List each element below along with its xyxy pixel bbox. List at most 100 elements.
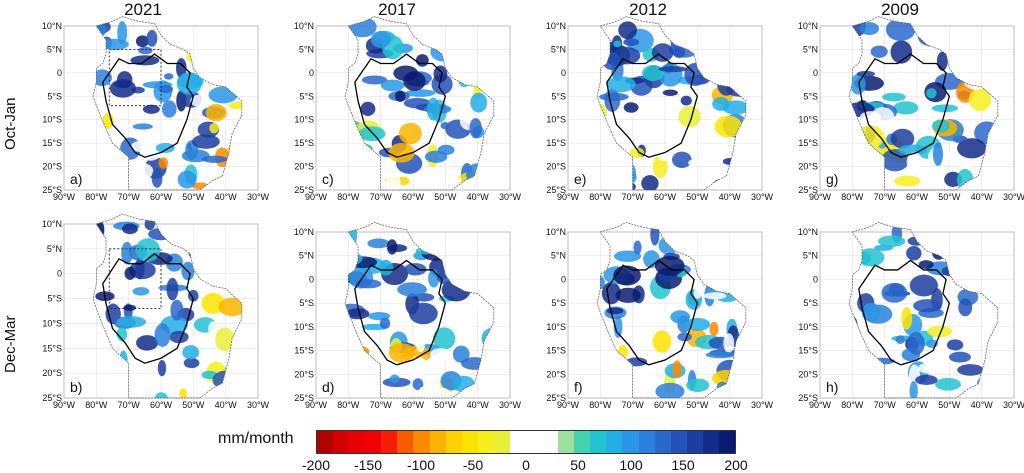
anomaly-blob	[601, 281, 621, 305]
anomaly-blob	[209, 122, 219, 134]
anomaly-blob	[228, 101, 242, 110]
anomaly-blob	[678, 106, 701, 128]
lat-tick-label: 25°S	[42, 393, 62, 403]
anomaly-blob	[360, 101, 376, 116]
anomaly-blob	[650, 222, 660, 246]
anomaly-blob	[893, 101, 919, 115]
anomaly-blob	[201, 155, 228, 163]
panel-letter: c)	[322, 171, 334, 187]
lon-tick-label: 40°W	[215, 192, 238, 202]
anomaly-blob	[408, 302, 438, 325]
anomaly-blob	[393, 65, 419, 82]
anomaly-blob	[906, 245, 922, 261]
anomaly-blob	[958, 298, 973, 317]
anomaly-blob	[155, 142, 175, 153]
anomaly-blob	[179, 388, 188, 398]
lat-tick-label: 10°N	[294, 227, 314, 237]
colorbar-tick: -100	[406, 457, 436, 473]
anomaly-blob	[157, 360, 167, 377]
anomaly-blob	[132, 123, 153, 130]
lon-tick-label: 70°W	[874, 400, 897, 410]
anomaly-blob	[861, 302, 881, 322]
lon-tick-label: 90°W	[53, 192, 76, 202]
lon-tick-label: 30°W	[751, 192, 774, 202]
anomaly-blob	[415, 54, 429, 67]
panel-letter: b)	[70, 379, 82, 395]
anomaly-blob	[870, 45, 888, 58]
anomaly-blob	[127, 162, 154, 181]
anomaly-blob	[686, 378, 710, 393]
colorbar-segment	[702, 431, 719, 453]
anomaly-blob	[688, 159, 699, 167]
anomaly-blob	[166, 277, 179, 301]
anomaly-blob	[968, 88, 992, 112]
lat-tick-label: 5°N	[803, 251, 818, 261]
anomaly-blob	[416, 340, 425, 353]
lon-tick-label: 30°W	[751, 400, 774, 410]
anomaly-blob	[386, 388, 409, 399]
colorbar-tick: 100	[619, 457, 643, 473]
anomaly-blob	[926, 88, 937, 99]
anomaly-blob	[452, 177, 462, 187]
anomaly-blob	[426, 97, 440, 121]
lat-tick-label: 5°N	[551, 251, 566, 261]
anomaly-blob	[885, 18, 916, 41]
panel-letter: d)	[322, 379, 334, 395]
colorbar-segment	[509, 431, 527, 453]
anomaly-blob	[655, 382, 685, 399]
lat-tick-label: 20°S	[798, 369, 818, 379]
anomaly-blob	[856, 70, 876, 77]
year-title-2017: 2017	[378, 0, 416, 19]
amazon-basin-boundary	[858, 259, 951, 366]
anomaly-blob	[188, 289, 199, 302]
anomaly-blob	[215, 327, 235, 352]
colorbar-segment	[397, 431, 414, 453]
anomaly-blob	[641, 309, 669, 326]
amazon-basin-boundary	[354, 53, 447, 158]
anomaly-blob	[367, 238, 390, 249]
lat-tick-label: 15°S	[798, 138, 818, 148]
colorbar-segment	[654, 431, 671, 453]
anomaly-blob	[405, 89, 436, 97]
anomaly-blob	[469, 117, 482, 139]
anomaly-blob	[932, 119, 950, 133]
anomaly-blob	[407, 359, 428, 367]
lat-tick-label: 20°S	[42, 162, 62, 172]
lon-tick-label: 70°W	[370, 400, 393, 410]
map-panel-a: 90°W 80°W 70°W 60°W 50°W 40°W 30°W 10°N 5°N 0 5°S 1…	[38, 16, 270, 202]
panel-letter: a)	[70, 171, 82, 187]
anomaly-blob	[205, 104, 227, 122]
coastline	[596, 16, 747, 191]
anomaly-blob	[931, 104, 959, 113]
coastline	[92, 213, 243, 399]
anomaly-blob	[158, 157, 169, 169]
colorbar-segment	[493, 431, 510, 453]
anomaly-blob	[389, 374, 400, 384]
anomaly-blob	[380, 79, 405, 92]
anomaly-blob	[182, 345, 200, 360]
anomaly-blob	[177, 170, 197, 189]
colorbar-tick: 50	[570, 457, 586, 473]
coastline	[848, 222, 999, 399]
anomaly-blob	[163, 73, 174, 80]
anomaly-blob	[614, 250, 642, 262]
anomaly-blob	[116, 327, 128, 342]
lat-tick-label: 0	[57, 68, 62, 78]
lat-tick-label: 15°S	[546, 346, 566, 356]
anomaly-blob	[613, 47, 641, 65]
lon-tick-label: 70°W	[118, 192, 141, 202]
anomaly-blob	[599, 92, 629, 101]
colorbar-segment	[526, 431, 543, 453]
lon-tick-label: 90°W	[305, 400, 328, 410]
anomaly-blob	[657, 146, 670, 162]
anomaly-blob	[169, 331, 189, 344]
lon-tick-label: 50°W	[182, 192, 205, 202]
colorbar-segment	[686, 431, 703, 453]
lon-tick-label: 50°W	[434, 192, 457, 202]
anomaly-blob	[131, 140, 152, 153]
colorbar-tick: -50	[462, 457, 484, 473]
anomaly-blob	[124, 266, 136, 280]
lon-tick-label: 60°W	[402, 192, 425, 202]
anomaly-blob	[154, 323, 171, 347]
lon-tick-label: 90°W	[557, 192, 580, 202]
